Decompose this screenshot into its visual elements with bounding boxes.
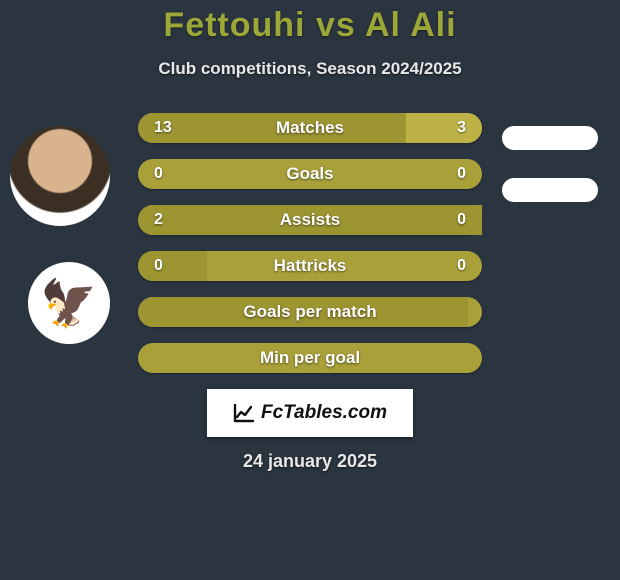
stat-row: 0 0 Hattricks	[138, 251, 482, 281]
date-text: 24 january 2025	[0, 451, 620, 472]
stat-label: Min per goal	[260, 348, 360, 368]
stat-row: 2 0 Assists	[138, 205, 482, 235]
stat-label: Matches	[276, 118, 344, 138]
stat-value-left: 13	[154, 119, 172, 137]
stat-row: Goals per match	[138, 297, 482, 327]
stat-value-right: 0	[457, 211, 466, 229]
stat-row: 13 3 Matches	[138, 113, 482, 143]
brand-text: FcTables.com	[261, 402, 387, 424]
stat-value-right: 3	[457, 119, 466, 137]
stat-label: Hattricks	[274, 256, 347, 276]
stat-row: 0 0 Goals	[138, 159, 482, 189]
chart-icon	[233, 403, 255, 423]
stat-label: Goals	[286, 164, 333, 184]
stats-list: 13 3 Matches 0 0 Goals 2 0 Assists 0 0 Hattricks Goa…	[0, 113, 620, 373]
stat-value-left: 0	[154, 165, 163, 183]
stat-value-left: 0	[154, 257, 163, 275]
stat-label: Goals per match	[243, 302, 376, 322]
stat-row: Min per goal	[138, 343, 482, 373]
page-title: Fettouhi vs Al Ali	[0, 6, 620, 45]
subtitle: Club competitions, Season 2024/2025	[0, 59, 620, 79]
stat-value-right: 0	[457, 257, 466, 275]
stat-label: Assists	[280, 210, 340, 230]
stat-value-left: 2	[154, 211, 163, 229]
bar-fill-right	[406, 113, 482, 143]
brand-badge[interactable]: FcTables.com	[207, 389, 413, 437]
bar-fill-left	[138, 113, 406, 143]
bar-fill-left	[138, 251, 207, 281]
comparison-card: Fettouhi vs Al Ali Club competitions, Se…	[0, 0, 620, 472]
stat-value-right: 0	[457, 165, 466, 183]
